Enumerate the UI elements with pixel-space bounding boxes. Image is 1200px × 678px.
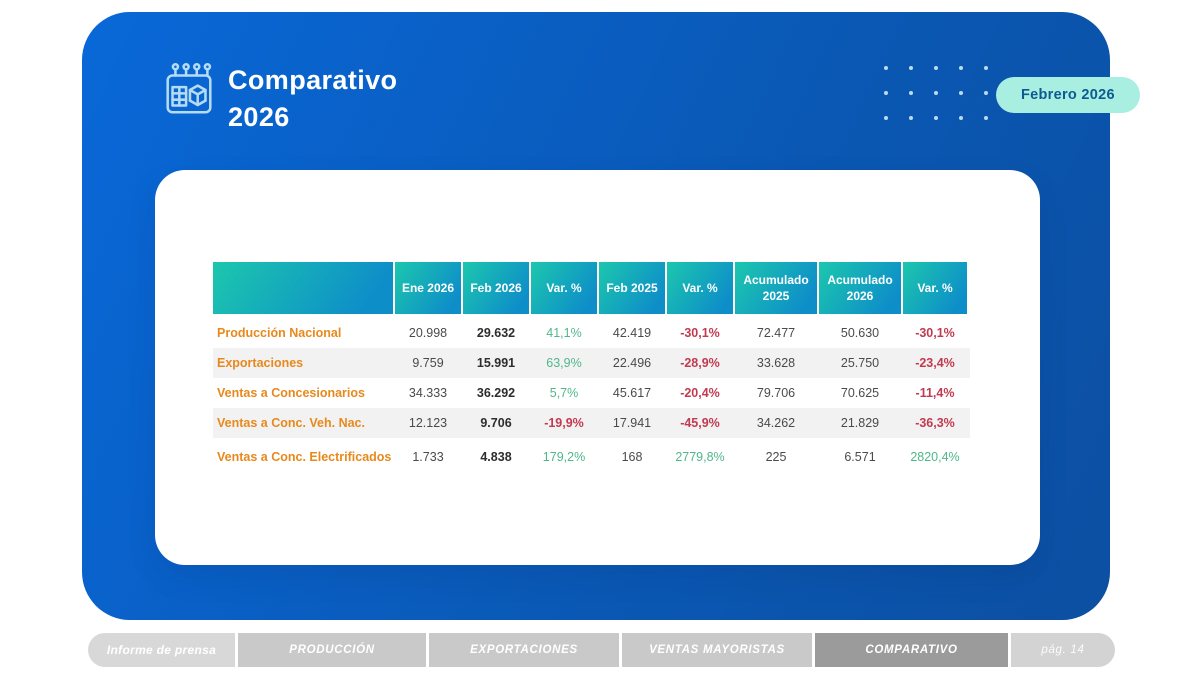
dots-decoration bbox=[884, 66, 988, 120]
cell-variation: 2820,4% bbox=[910, 450, 960, 464]
dot bbox=[934, 66, 938, 70]
table-header-row: Ene 2026 Feb 2026 Var. % Feb 2025 Var. % Acum… bbox=[213, 262, 970, 314]
table-row: Ventas a Concesionarios 34.333 36.292 5,7% 4… bbox=[213, 378, 970, 408]
calendar-box-icon bbox=[158, 58, 220, 122]
dot bbox=[909, 66, 913, 70]
cell-value: 4.838 bbox=[480, 450, 512, 464]
cell-value: 34.333 bbox=[408, 386, 448, 400]
cell-variation: -23,4% bbox=[915, 356, 955, 370]
cell-value: 79.706 bbox=[756, 386, 796, 400]
dot bbox=[884, 66, 888, 70]
dot bbox=[984, 91, 988, 95]
column-header: Acumulado 2025 bbox=[735, 262, 817, 314]
row-label: Ventas a Conc. Electrificados bbox=[217, 450, 392, 464]
cell-value: 15.991 bbox=[476, 356, 516, 370]
column-header: Var. % bbox=[903, 262, 967, 314]
cell-variation: -45,9% bbox=[680, 416, 720, 430]
cell-value: 21.829 bbox=[840, 416, 880, 430]
nav-tab-producci-n[interactable]: PRODUCCIÓN bbox=[238, 633, 426, 667]
dot bbox=[934, 91, 938, 95]
dot bbox=[959, 91, 963, 95]
dot bbox=[934, 116, 938, 120]
column-header: Feb 2026 bbox=[463, 262, 529, 314]
cell-value: 50.630 bbox=[840, 326, 880, 340]
dot bbox=[959, 116, 963, 120]
table-row: Ventas a Conc. Veh. Nac. 12.123 9.706 -19,9… bbox=[213, 408, 970, 438]
dot bbox=[909, 116, 913, 120]
dot bbox=[984, 66, 988, 70]
cell-value: 225 bbox=[765, 450, 787, 464]
row-label: Ventas a Concesionarios bbox=[217, 386, 365, 400]
dot bbox=[884, 116, 888, 120]
page-title: Comparativo 2026 bbox=[228, 62, 397, 136]
cell-variation: -20,4% bbox=[680, 386, 720, 400]
cell-variation: -28,9% bbox=[680, 356, 720, 370]
cell-value: 33.628 bbox=[756, 356, 796, 370]
cell-value: 72.477 bbox=[756, 326, 796, 340]
cell-variation: 63,9% bbox=[546, 356, 582, 370]
cell-value: 9.706 bbox=[480, 416, 512, 430]
cell-variation: 179,2% bbox=[542, 450, 586, 464]
cell-value: 6.571 bbox=[844, 450, 876, 464]
row-label: Ventas a Conc. Veh. Nac. bbox=[217, 416, 365, 430]
dot bbox=[959, 66, 963, 70]
cell-value: 42.419 bbox=[612, 326, 652, 340]
column-header: Feb 2025 bbox=[599, 262, 665, 314]
table-body: Producción Nacional 20.998 29.632 41,1% 42.4… bbox=[213, 318, 970, 472]
dot bbox=[984, 116, 988, 120]
table-row: Ventas a Conc. Electrificados 1.733 4.838 1… bbox=[213, 442, 970, 472]
cell-variation: 5,7% bbox=[549, 386, 579, 400]
cell-variation: -30,1% bbox=[680, 326, 720, 340]
nav-tab-ventas-mayoristas[interactable]: VENTAS MAYORISTAS bbox=[622, 633, 812, 667]
footer-nav: Informe de prensa PRODUCCIÓN EXPORTACIONES… bbox=[88, 633, 1115, 667]
cell-value: 168 bbox=[621, 450, 643, 464]
page-title-line2: 2026 bbox=[228, 102, 290, 132]
cell-variation: 41,1% bbox=[546, 326, 582, 340]
page-title-line1: Comparativo bbox=[228, 65, 398, 95]
cell-variation: -30,1% bbox=[915, 326, 955, 340]
cell-value: 9.759 bbox=[412, 356, 444, 370]
cell-variation: -19,9% bbox=[544, 416, 584, 430]
page-number-label: pág. 14 bbox=[1011, 633, 1115, 667]
cell-value: 45.617 bbox=[612, 386, 652, 400]
cell-value: 29.632 bbox=[476, 326, 516, 340]
dot bbox=[884, 91, 888, 95]
cell-variation: -11,4% bbox=[915, 386, 955, 400]
cell-value: 20.998 bbox=[408, 326, 448, 340]
cell-value: 34.262 bbox=[756, 416, 796, 430]
cell-variation: -36,3% bbox=[915, 416, 955, 430]
column-header: Var. % bbox=[667, 262, 733, 314]
row-label: Exportaciones bbox=[217, 356, 304, 370]
month-badge: Febrero 2026 bbox=[996, 77, 1140, 113]
comparative-table: Ene 2026 Feb 2026 Var. % Feb 2025 Var. % Acum… bbox=[213, 262, 970, 472]
cell-value: 22.496 bbox=[612, 356, 652, 370]
column-header: Acumulado 2026 bbox=[819, 262, 901, 314]
nav-tab-comparativo[interactable]: COMPARATIVO bbox=[815, 633, 1008, 667]
dot bbox=[909, 91, 913, 95]
row-label: Producción Nacional bbox=[217, 326, 342, 340]
cell-value: 1.733 bbox=[412, 450, 444, 464]
cell-value: 70.625 bbox=[840, 386, 880, 400]
cell-variation: 2779,8% bbox=[675, 450, 725, 464]
cell-value: 25.750 bbox=[840, 356, 880, 370]
column-header: Ene 2026 bbox=[395, 262, 461, 314]
column-header-corner bbox=[213, 262, 393, 314]
cell-value: 12.123 bbox=[408, 416, 448, 430]
table-row: Exportaciones 9.759 15.991 63,9% 22.496 -28,9… bbox=[213, 348, 970, 378]
cell-value: 17.941 bbox=[612, 416, 652, 430]
column-header: Var. % bbox=[531, 262, 597, 314]
cell-value: 36.292 bbox=[476, 386, 516, 400]
table-row: Producción Nacional 20.998 29.632 41,1% 42.4… bbox=[213, 318, 970, 348]
nav-tab-informe-de-prensa[interactable]: Informe de prensa bbox=[88, 633, 235, 667]
nav-tab-exportaciones[interactable]: EXPORTACIONES bbox=[429, 633, 619, 667]
